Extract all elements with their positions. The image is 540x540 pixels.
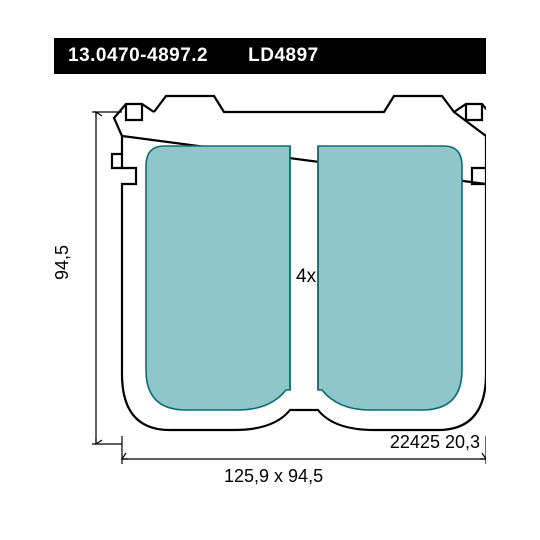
reference-number: 22425 20,3: [390, 432, 480, 453]
quantity-label: 4x: [296, 266, 316, 288]
dimension-width: 125,9 x 94,5: [224, 466, 323, 487]
header-bar: 13.0470-4897.2 LD4897: [54, 38, 486, 74]
dimension-height: 94,5: [52, 245, 73, 280]
part-code: LD4897: [248, 45, 319, 67]
diagram-area: 4x 94,5 125,9 x 94,5 22425 20,3: [54, 74, 486, 504]
part-number: 13.0470-4897.2: [68, 45, 208, 67]
